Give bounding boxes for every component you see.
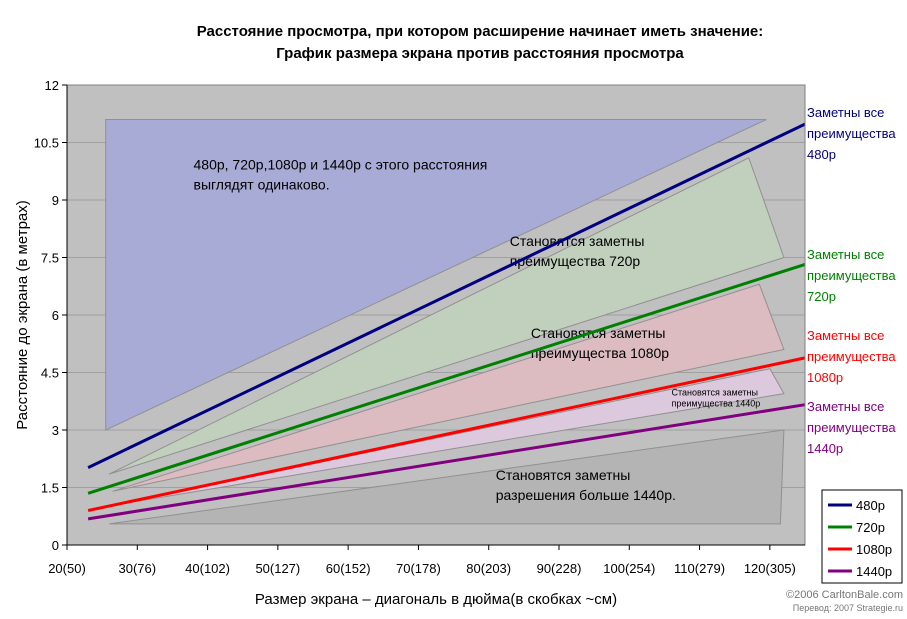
region-label-3: Становятся заметны преимущества 1440p <box>671 388 760 409</box>
side-label-1440p-line-0: Заметны все <box>807 399 884 414</box>
y-tick-label-6: 9 <box>52 193 59 208</box>
side-label-1080p: Заметны все преимущества 1080p <box>807 328 896 385</box>
series-line-480p <box>87 122 806 469</box>
y-axis-label: Расстояние до экрана (в метрах) <box>14 200 31 429</box>
side-label-480p-line-2: 480p <box>807 147 836 162</box>
legend-label-1440p: 1440p <box>856 564 892 579</box>
region-label-0-line-1: выглядят одинаково. <box>194 176 330 192</box>
region-labels: 480p, 720p,1080p и 1440p с этого расстоя… <box>194 156 761 503</box>
credit-translation: Перевод: 2007 Strategie.ru <box>793 603 903 613</box>
y-tick-label-2: 3 <box>52 423 59 438</box>
legend-label-480p: 480p <box>856 498 885 513</box>
y-tick-label-3: 4.5 <box>41 366 59 381</box>
series-line-1080p <box>87 356 806 512</box>
legend-label-1080p: 1080p <box>856 542 892 557</box>
region-label-2: Становятся заметны преимущества 1080p <box>531 325 669 361</box>
legend-label-720p: 720p <box>856 520 885 535</box>
x-tick-label-5: 70(178) <box>396 561 441 576</box>
region-label-4-line-0: Становятся заметны <box>496 467 631 483</box>
side-label-1440p-line-2: 1440p <box>807 441 843 456</box>
region-label-2-line-0: Становятся заметны <box>531 325 666 341</box>
region-label-1-line-1: преимущества 720p <box>510 253 641 269</box>
region-label-2-line-1: преимущества 1080p <box>531 345 669 361</box>
side-label-720p: Заметны все преимущества 720p <box>807 247 896 304</box>
series-line-720p <box>87 262 806 495</box>
region-label-1-line-0: Становятся заметны <box>510 233 645 249</box>
x-tick-label-2: 40(102) <box>185 561 230 576</box>
side-label-1080p-line-1: преимущества <box>807 349 896 364</box>
legend: 480p 720p 1080p 1440p <box>821 489 903 584</box>
x-tick-label-4: 60(152) <box>326 561 371 576</box>
chart-subtitle: График размера экрана против расстояния … <box>276 45 684 62</box>
region-3 <box>116 368 785 506</box>
side-label-720p-line-1: преимущества <box>807 268 896 283</box>
x-tick-label-6: 80(203) <box>466 561 511 576</box>
region-1 <box>108 157 785 475</box>
side-label-1080p-line-0: Заметны все <box>807 328 884 343</box>
x-tick-label-8: 100(254) <box>603 561 655 576</box>
series-lines <box>87 122 806 521</box>
y-tick-label-5: 7.5 <box>41 251 59 266</box>
region-label-3-line-0: Становятся заметны <box>671 388 758 398</box>
x-tick-label-1: 30(76) <box>118 561 156 576</box>
x-tick-label-7: 90(228) <box>537 561 582 576</box>
x-axis-label: Размер экрана – диагональ в дюйма(в скоб… <box>255 591 617 608</box>
region-label-4: Становятся заметны разрешения больше 1440… <box>496 467 676 503</box>
y-tick-label-0: 0 <box>52 538 59 553</box>
side-label-1440p: Заметны все преимущества 1440p <box>807 399 896 456</box>
side-label-480p: Заметны все преимущества 480p <box>807 105 896 162</box>
shaded-regions <box>105 119 785 525</box>
region-label-0-line-0: 480p, 720p,1080p и 1440p с этого расстоя… <box>194 156 488 172</box>
side-label-1440p-line-1: преимущества <box>807 420 896 435</box>
region-label-0: 480p, 720p,1080p и 1440p с этого расстоя… <box>194 156 488 192</box>
y-tick-label-1: 1.5 <box>41 481 59 496</box>
side-labels: Заметны все преимущества 480p Заметны все пр… <box>807 105 896 456</box>
x-tick-label-0: 20(50) <box>48 561 86 576</box>
side-label-720p-line-0: Заметны все <box>807 247 884 262</box>
region-4 <box>109 429 785 525</box>
series-line-1440p <box>87 403 806 521</box>
side-label-480p-line-1: преимущества <box>807 126 896 141</box>
side-label-480p-line-0: Заметны все <box>807 105 884 120</box>
region-2 <box>112 283 785 492</box>
y-tick-label-8: 12 <box>45 78 59 93</box>
region-label-3-line-1: преимущества 1440p <box>671 399 760 409</box>
y-tick-labels: 0 1.5 3 4.5 6 7.5 9 10.5 12 <box>34 78 67 553</box>
x-tick-labels: 20(50) 30(76) 40(102) 50(127) 60(152) 70(178)… <box>48 545 796 576</box>
region-0 <box>105 119 767 431</box>
y-tick-label-4: 6 <box>52 308 59 323</box>
y-tick-label-7: 10.5 <box>34 136 59 151</box>
side-label-1080p-line-2: 1080p <box>807 370 843 385</box>
x-tick-label-10: 120(305) <box>744 561 796 576</box>
x-tick-label-3: 50(127) <box>255 561 300 576</box>
credit-copyright: ©2006 CarltonBale.com <box>786 589 903 601</box>
chart-title: Расстояние просмотра, при котором расшир… <box>197 23 764 40</box>
x-tick-label-9: 110(279) <box>674 561 725 576</box>
region-label-4-line-1: разрешения больше 1440p. <box>496 487 676 503</box>
side-label-720p-line-2: 720p <box>807 289 836 304</box>
region-label-1: Становятся заметны преимущества 720p <box>510 233 645 269</box>
